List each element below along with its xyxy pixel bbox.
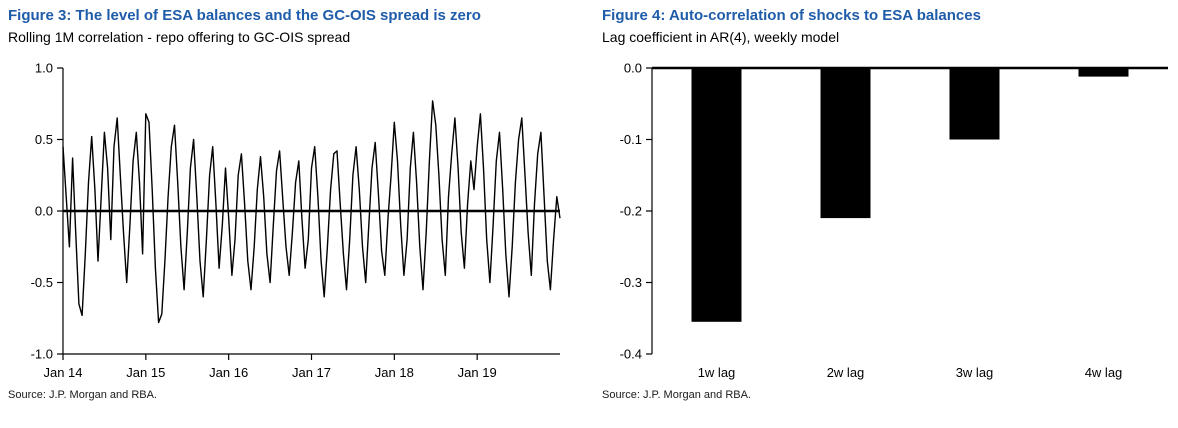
figure3-subtitle: Rolling 1M correlation - repo offering t…: [8, 29, 351, 45]
svg-text:-0.4: -0.4: [620, 347, 642, 362]
svg-text:Jan 18: Jan 18: [375, 365, 414, 380]
figure3: Figure 3: The level of ESA balances and …: [8, 6, 586, 402]
svg-text:-0.5: -0.5: [31, 275, 53, 290]
svg-text:Jan 15: Jan 15: [126, 365, 165, 380]
svg-text:0.5: 0.5: [35, 132, 53, 147]
svg-text:Jan 16: Jan 16: [209, 365, 248, 380]
svg-text:0.0: 0.0: [624, 61, 642, 76]
svg-text:1w lag: 1w lag: [698, 365, 736, 380]
svg-text:-1.0: -1.0: [31, 347, 53, 362]
figure3-source: Source: J.P. Morgan and RBA.: [8, 389, 157, 401]
svg-text:3w lag: 3w lag: [956, 365, 994, 380]
svg-text:1.0: 1.0: [35, 61, 53, 76]
figure4: Figure 4: Auto-correlation of shocks to …: [602, 6, 1174, 402]
rolling-correlation-line-chart: 1.0 0.5 0.0 -0.5 -1.0 Jan 14 Jan 15 Jan 16 Jan 1…: [31, 61, 561, 380]
svg-text:2w lag: 2w lag: [827, 365, 865, 380]
svg-text:-0.3: -0.3: [620, 275, 642, 290]
svg-text:Jan 17: Jan 17: [292, 365, 331, 380]
figure3-title: Figure 3: The level of ESA balances and …: [8, 7, 481, 24]
svg-text:-0.1: -0.1: [620, 132, 642, 147]
figure4-subtitle: Lag coefficient in AR(4), weekly model: [602, 29, 840, 45]
svg-text:0.0: 0.0: [35, 204, 53, 219]
svg-text:4w lag: 4w lag: [1085, 365, 1123, 380]
svg-text:-0.2: -0.2: [620, 204, 642, 219]
autocorrelation-bar-chart: 0.0 -0.1 -0.2 -0.3 -0.4 1w lag 2w lag 3w lag 4w …: [620, 61, 1168, 380]
figure4-source: Source: J.P. Morgan and RBA.: [602, 389, 751, 401]
svg-text:Jan 14: Jan 14: [43, 365, 82, 380]
figure4-title: Figure 4: Auto-correlation of shocks to …: [602, 7, 981, 24]
svg-text:Jan 19: Jan 19: [458, 365, 497, 380]
